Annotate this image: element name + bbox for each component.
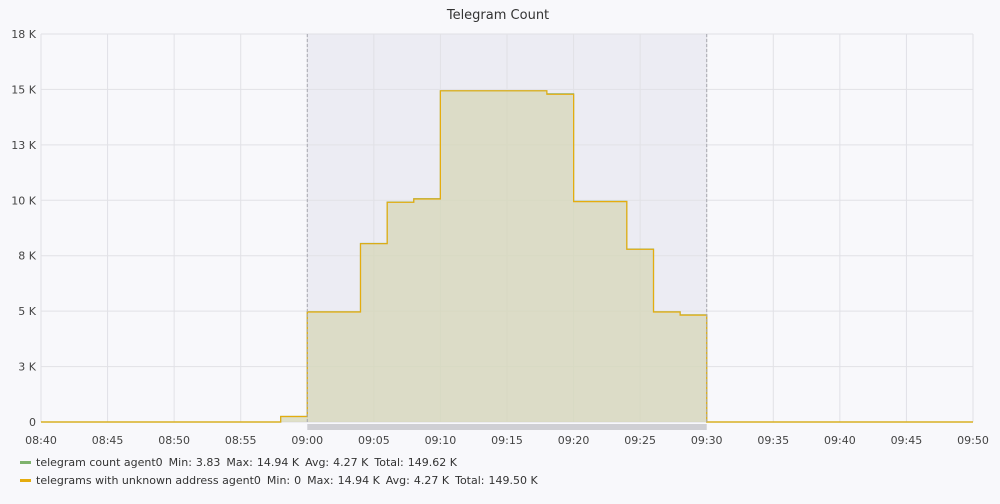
x-tick-label: 09:30 xyxy=(691,434,723,447)
y-tick-label: 15 K xyxy=(11,83,36,96)
legend-min-value: 3.83 xyxy=(195,456,221,469)
legend-max-value: 14.94 K xyxy=(256,456,300,469)
series-color-swatch xyxy=(20,478,31,482)
time-range-scrubber[interactable] xyxy=(307,424,707,430)
y-tick-label: 3 K xyxy=(18,361,36,374)
series-layer xyxy=(41,90,973,423)
legend-total-label: Total: xyxy=(455,474,485,487)
legend-max-label: Max: xyxy=(226,456,253,469)
x-tick-label: 08:50 xyxy=(158,434,190,447)
legend-item-telegram-count[interactable]: telegram count agent0 Min: 3.83 Max: 14.94 K… xyxy=(20,456,457,470)
series-line xyxy=(41,90,973,423)
x-tick-label: 09:50 xyxy=(957,434,989,447)
x-tick-label: 09:10 xyxy=(425,434,457,447)
legend-avg-label: Avg: xyxy=(385,474,410,487)
x-tick-label: 08:45 xyxy=(92,434,124,447)
legend-total-value: 149.50 K xyxy=(488,474,538,487)
y-tick-label: 5 K xyxy=(18,305,36,318)
axes: 0 3 K 5 K 8 K 10 K 13 K 15 K 18 K 08:40 08:45 08:5… xyxy=(11,28,989,447)
legend-min-label: Min: xyxy=(266,474,291,487)
legend-min-label: Min: xyxy=(168,456,192,469)
x-tick-label: 09:20 xyxy=(558,434,590,447)
y-tick-label: 13 K xyxy=(11,139,36,152)
legend-max-label: Max: xyxy=(307,474,334,487)
legend-total-value: 149.62 K xyxy=(407,456,457,469)
y-tick-label: 8 K xyxy=(18,250,36,263)
y-tick-label: 18 K xyxy=(11,28,36,41)
y-tick-label: 10 K xyxy=(11,194,36,207)
series-color-swatch xyxy=(20,460,31,464)
legend-avg-value: 4.27 K xyxy=(333,456,369,469)
legend-min-value: 0 xyxy=(294,474,302,487)
x-tick-label: 09:35 xyxy=(757,434,789,447)
legend-item-unknown-address[interactable]: telegrams with unknown address agent0 Min… xyxy=(20,474,538,488)
chart-title: Telegram Count xyxy=(446,8,549,23)
x-tick-label: 08:40 xyxy=(25,434,57,447)
y-tick-label: 0 xyxy=(29,416,36,429)
legend-series-name: telegram count agent0 xyxy=(36,456,163,469)
legend-total-label: Total: xyxy=(374,456,404,469)
legend-avg-value: 4.27 K xyxy=(413,474,450,487)
x-tick-label: 08:55 xyxy=(225,434,257,447)
x-tick-label: 09:05 xyxy=(358,434,390,447)
x-tick-label: 09:45 xyxy=(891,434,923,447)
x-tick-label: 09:40 xyxy=(824,434,856,447)
x-tick-label: 09:00 xyxy=(291,434,323,447)
legend-series-name: telegrams with unknown address agent0 xyxy=(36,474,261,487)
x-tick-label: 09:15 xyxy=(491,434,523,447)
legend-max-value: 14.94 K xyxy=(337,474,380,487)
legend-avg-label: Avg: xyxy=(305,456,330,469)
x-tick-label: 09:25 xyxy=(624,434,656,447)
series-area xyxy=(41,90,973,423)
